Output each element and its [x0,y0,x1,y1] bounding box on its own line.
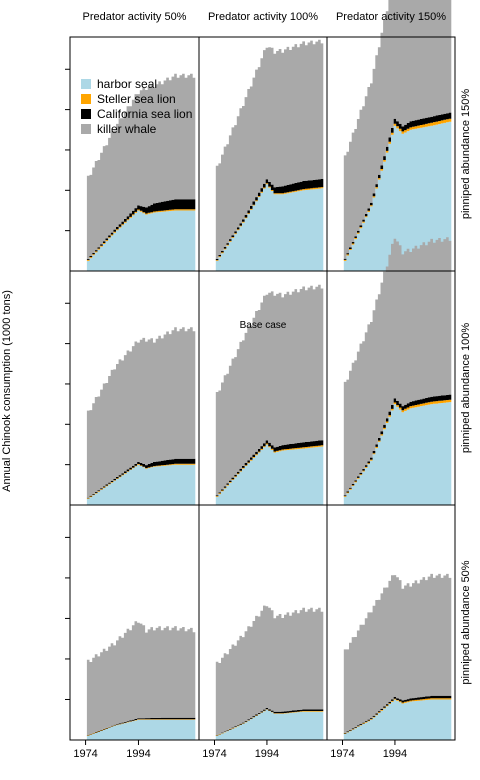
area-harbor-seal [215,709,324,740]
area-california [86,458,196,499]
legend-label: California sea lion [97,107,192,121]
panel-r2-c0: 1974 1994 [65,504,200,760]
legend-label: harbor seal [97,77,157,91]
area-killer-whale [343,573,452,733]
panel-r1-c2 [326,237,456,506]
x-tick-label: 1994 [126,748,150,760]
area-harbor-seal [215,444,324,505]
panel-r2-c2: 1974 1994 [326,504,456,760]
area-killer-whale [86,327,196,498]
area-harbor-seal [343,121,452,271]
area-california [215,179,324,261]
area-harbor-seal [86,210,196,271]
legend-swatch [81,124,91,134]
x-tick-label: 1994 [255,748,279,760]
base-case-label: Base case [240,320,287,331]
area-killer-whale [86,73,196,259]
area-harbor-seal [343,699,452,740]
row-label: pinniped abundance 50% [460,560,472,684]
column-label: Predator activity 150% [336,11,446,23]
legend-label: killer whale [97,122,157,136]
area-california [215,708,324,736]
panel-r1-c1 [198,270,328,506]
panel-r0-c2 [326,0,456,272]
panel-grid: 1974 1994 1974 1994 1974 1994 Predator activit… [65,0,472,760]
area-harbor-seal [86,464,196,505]
area-harbor-seal [215,184,324,271]
area-killer-whale [215,284,324,496]
y-axis-label: Annual Chinook consumption (1000 tons) [1,290,13,492]
x-tick-label: 1974 [73,748,97,760]
x-tick-label: 1974 [202,748,226,760]
panel-r0-c1 [198,36,328,272]
area-killer-whale [215,605,324,736]
column-label: Predator activity 100% [208,11,318,23]
column-label: Predator activity 50% [83,11,187,23]
legend-swatch [81,94,91,104]
area-harbor-seal [343,402,452,505]
area-california [86,199,196,260]
x-tick-label: 1974 [330,748,354,760]
area-killer-whale [86,621,196,736]
area-steller [86,719,196,736]
x-tick-label: 1994 [383,748,407,760]
panel-r0-c0 [65,36,200,272]
area-harbor-seal [86,719,196,740]
row-label: pinniped abundance 100% [460,323,472,454]
area-killer-whale [343,0,452,259]
legend-label: Steller sea lion [97,92,176,106]
area-killer-whale [215,39,324,259]
panel-frame [326,504,456,741]
panel-r2-c1: 1974 1994 [198,504,328,760]
legend-swatch [81,79,91,89]
legend-swatch [81,109,91,119]
area-killer-whale [343,237,452,496]
row-label: pinniped abundance 150% [460,89,472,220]
panel-r1-c0 [65,270,200,506]
area-california [215,440,324,497]
